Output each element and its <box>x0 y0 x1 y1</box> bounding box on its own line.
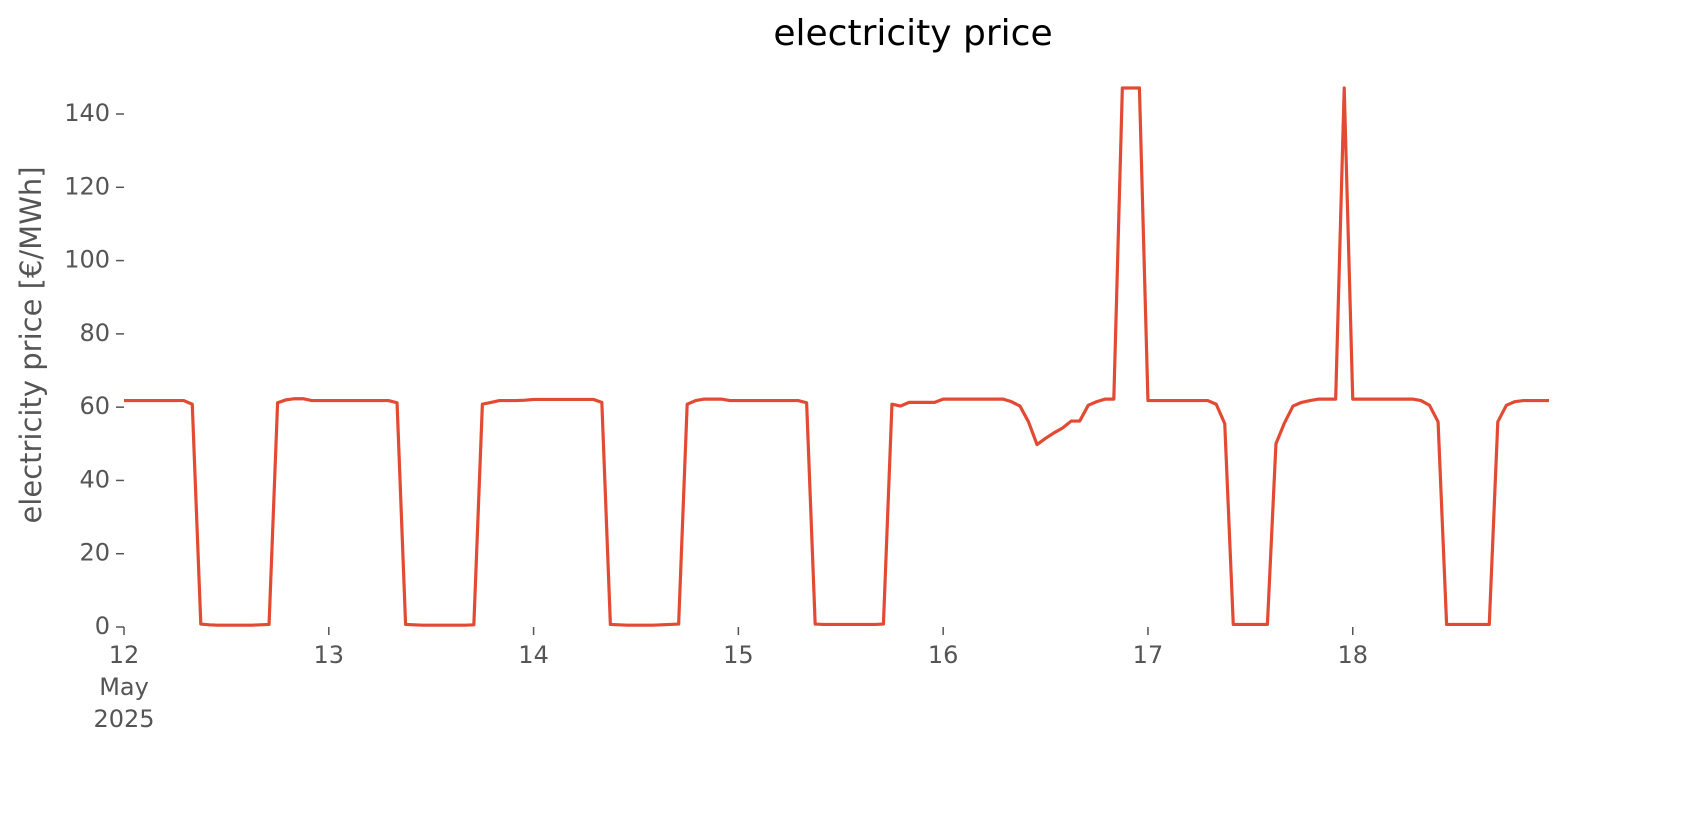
x-tick-label: 18 <box>1337 641 1368 669</box>
chart-title: electricity price <box>773 13 1052 54</box>
x-tick-label: 16 <box>928 641 959 669</box>
x-tick-label: 13 <box>314 641 345 669</box>
y-tick-label: 60 <box>79 392 110 420</box>
y-tick-label: 100 <box>64 246 110 274</box>
y-tick-label: 0 <box>95 612 110 640</box>
y-tick-label: 120 <box>64 172 110 200</box>
x-tick-label: 12 <box>109 641 140 669</box>
y-tick-label: 20 <box>79 539 110 567</box>
price-line <box>124 86 1549 627</box>
x-tick-label: 2025 <box>93 705 154 733</box>
y-tick-label: 80 <box>79 319 110 347</box>
y-tick-label: 40 <box>79 465 110 493</box>
y-tick-label: 140 <box>64 99 110 127</box>
x-tick-label: May <box>99 673 149 701</box>
x-tick-label: 14 <box>518 641 549 669</box>
x-tick-label: 17 <box>1133 641 1164 669</box>
y-axis-label: electricity price [€/MWh] <box>14 166 48 523</box>
x-tick-label: 15 <box>723 641 754 669</box>
